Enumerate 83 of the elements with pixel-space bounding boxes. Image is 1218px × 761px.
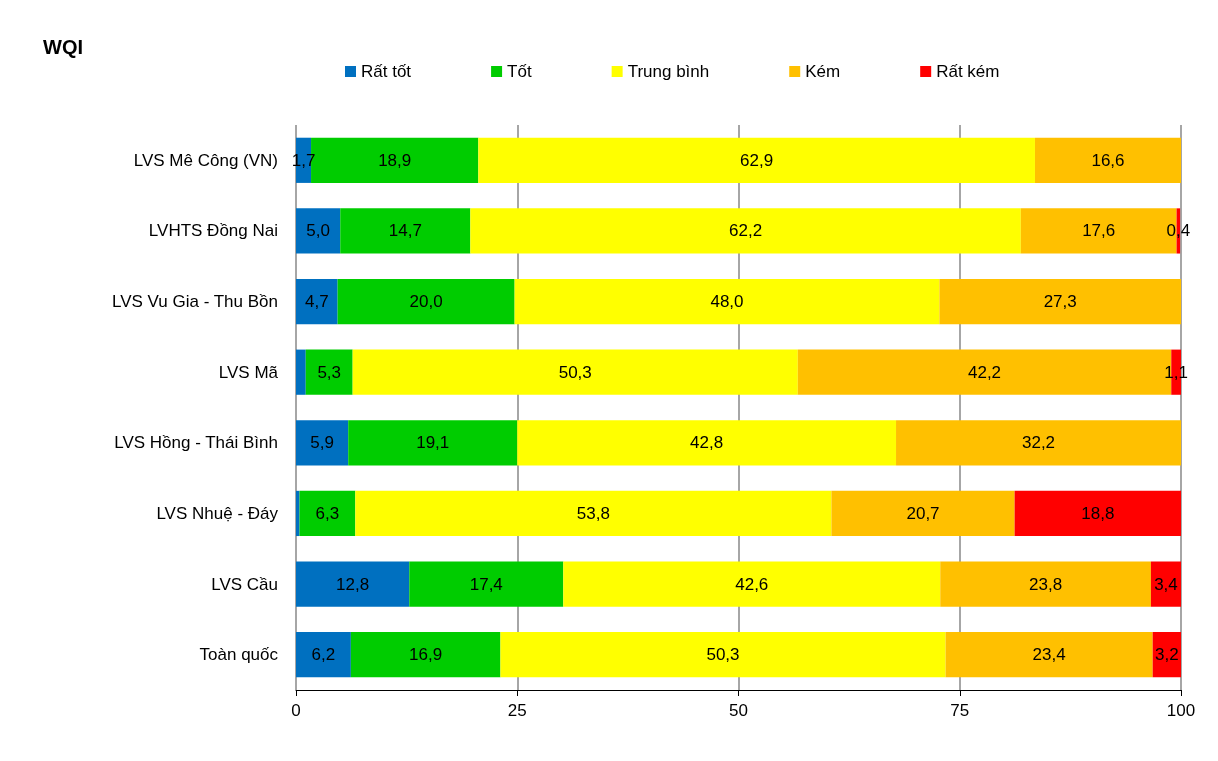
legend-label: Rất kém (936, 62, 1000, 81)
data-label: 12,8 (336, 574, 370, 594)
data-label: 50,3 (706, 645, 740, 665)
x-tick-label: 0 (291, 701, 301, 720)
data-label: 5,0 (306, 221, 330, 241)
data-label: 18,8 (1081, 503, 1115, 523)
bar (939, 278, 1181, 325)
bar (348, 420, 518, 466)
bar (1150, 561, 1181, 607)
bar (296, 420, 349, 466)
x-tick-label: 50 (729, 701, 748, 720)
bar (409, 561, 564, 607)
legend-label: Tốt (507, 62, 532, 81)
bar (945, 632, 1153, 678)
bar (350, 632, 501, 678)
data-label: 23,8 (1029, 574, 1063, 594)
bar (896, 420, 1181, 466)
data-label: 48,0 (710, 292, 744, 312)
data-label: 16,6 (1091, 150, 1125, 170)
data-label: 20,0 (409, 292, 443, 312)
bar (296, 632, 351, 678)
data-label: 62,9 (740, 150, 774, 170)
bar (305, 349, 353, 395)
bar (478, 137, 1035, 183)
data-label: 0,4 (1166, 221, 1191, 241)
data-label: 50,3 (558, 362, 592, 382)
bar (340, 208, 471, 254)
bar (296, 349, 306, 395)
bar (299, 490, 356, 537)
data-label: 14,7 (388, 221, 422, 241)
legend-label: Rất tốt (361, 62, 412, 81)
bar (1014, 490, 1181, 537)
data-label: 27,3 (1043, 292, 1077, 312)
data-label: 19,1 (416, 433, 450, 453)
bar (940, 561, 1151, 607)
bar (1034, 137, 1181, 183)
data-label: 6,2 (311, 645, 336, 665)
bar (296, 208, 341, 254)
bar (296, 278, 338, 325)
bar (296, 561, 410, 607)
bar (514, 278, 940, 325)
bar (337, 278, 515, 325)
bar (500, 632, 946, 678)
bar (517, 420, 897, 466)
data-label: 3,4 (1154, 574, 1178, 594)
bar (352, 349, 798, 395)
data-label: 3,2 (1155, 645, 1179, 665)
data-label: 5,3 (317, 362, 342, 382)
x-tick-label: 25 (507, 701, 527, 720)
y-tick-label: LVHTS Đồng Nai (148, 221, 278, 241)
data-label: 42,6 (735, 574, 769, 594)
legend-label: Trung bình (627, 62, 710, 81)
bar (355, 490, 832, 537)
y-tick-label: LVS Nhuệ - Đáy (156, 503, 279, 523)
data-label: 18,9 (378, 150, 412, 170)
legend-label: Kém (805, 62, 841, 81)
data-label: 17,4 (469, 574, 503, 594)
y-tick-label: LVS Mã (218, 362, 279, 382)
bar (470, 208, 1021, 254)
data-label: 42,2 (967, 362, 1002, 382)
bar (563, 561, 941, 607)
data-label: 42,8 (690, 433, 724, 453)
data-label: 62,2 (729, 221, 763, 241)
y-tick-label: LVS Hồng - Thái Bình (114, 433, 278, 453)
bar (831, 490, 1015, 537)
data-label: 1,1 (1164, 362, 1188, 382)
x-tick-label: 75 (950, 701, 970, 720)
data-label: 23,4 (1032, 645, 1066, 665)
data-label: 32,2 (1021, 433, 1056, 453)
y-tick-label: LVS Mê Công (VN) (133, 150, 278, 170)
y-tick-label: Toàn quốc (199, 645, 279, 665)
data-label: 4,7 (304, 292, 329, 312)
data-label: 53,8 (576, 503, 610, 523)
data-label: 5,9 (310, 433, 334, 453)
data-label: 20,7 (906, 503, 940, 523)
data-label: 17,6 (1082, 221, 1116, 241)
x-tick-label: 100 (1166, 701, 1196, 720)
y-tick-label: LVS Cầu (211, 574, 278, 594)
data-label: 16,9 (409, 645, 443, 665)
bar (296, 490, 300, 537)
y-tick-label: LVS Vu Gia - Thu Bồn (112, 292, 278, 312)
data-label: 6,3 (315, 503, 340, 523)
text: WQI (43, 36, 83, 58)
